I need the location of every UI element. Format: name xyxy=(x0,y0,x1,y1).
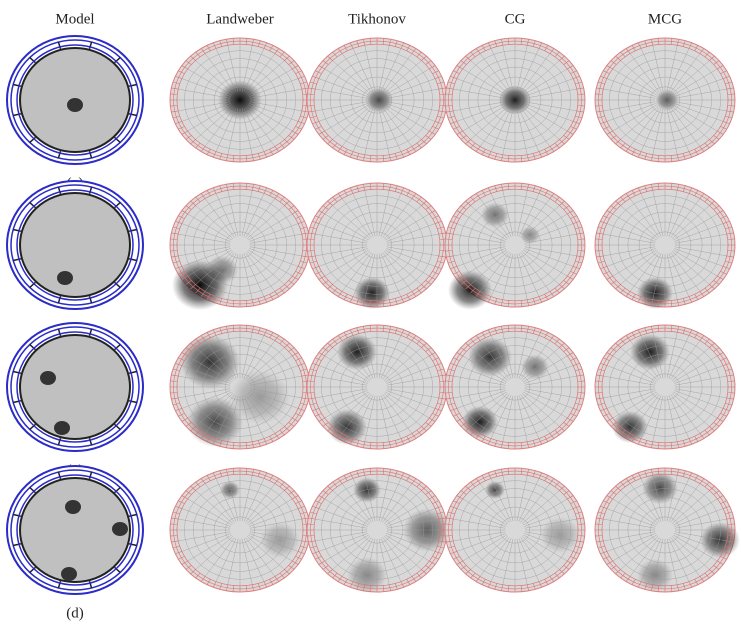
reconstruction xyxy=(307,38,447,162)
model-sensor xyxy=(7,323,143,451)
recon-blob xyxy=(637,277,673,309)
model-sensor xyxy=(7,466,143,594)
recon-blob xyxy=(520,226,540,244)
reconstruction xyxy=(445,325,585,449)
recon-blob xyxy=(220,481,240,499)
recon-blob xyxy=(700,522,740,558)
recon-blob xyxy=(642,472,678,504)
recon-blob xyxy=(540,517,580,553)
reconstruction xyxy=(307,468,451,593)
inclusion xyxy=(67,98,83,112)
reconstruction xyxy=(595,325,735,449)
model-sensor xyxy=(7,181,143,309)
column-header: MCG xyxy=(648,11,682,27)
reconstruction xyxy=(445,38,585,162)
pipe-area xyxy=(20,193,130,297)
reconstruction xyxy=(595,38,735,162)
reconstruction xyxy=(595,468,740,592)
reconstruction xyxy=(170,325,310,449)
reconstruction xyxy=(307,325,447,449)
row-label: (d) xyxy=(66,605,84,621)
inclusion xyxy=(57,271,73,285)
recon-blob xyxy=(180,335,240,389)
recon-blob xyxy=(448,270,492,310)
model-sensor xyxy=(7,36,143,164)
reconstruction xyxy=(445,468,585,592)
reconstruction xyxy=(307,183,447,309)
inclusion xyxy=(65,500,81,514)
inclusion xyxy=(40,371,56,385)
reconstruction xyxy=(170,38,310,162)
reconstruction xyxy=(170,183,310,310)
reconstruction xyxy=(445,183,585,310)
column-header: Model xyxy=(55,11,94,27)
recon-blob xyxy=(354,277,390,309)
inclusion xyxy=(54,421,70,435)
reconstruction xyxy=(170,468,310,592)
column-header: Tikhonov xyxy=(348,11,406,27)
recon-blob xyxy=(612,411,648,443)
column-header: Landweber xyxy=(206,11,273,27)
inclusion xyxy=(112,522,128,536)
recon-blob xyxy=(230,370,290,424)
pipe-area xyxy=(20,335,130,439)
reconstruction xyxy=(595,183,735,309)
column-header: CG xyxy=(505,11,526,27)
inclusion xyxy=(61,567,77,581)
figure: ModelLandweberTikhonovCGMCG(a)(b)(c)(d) xyxy=(0,0,741,632)
